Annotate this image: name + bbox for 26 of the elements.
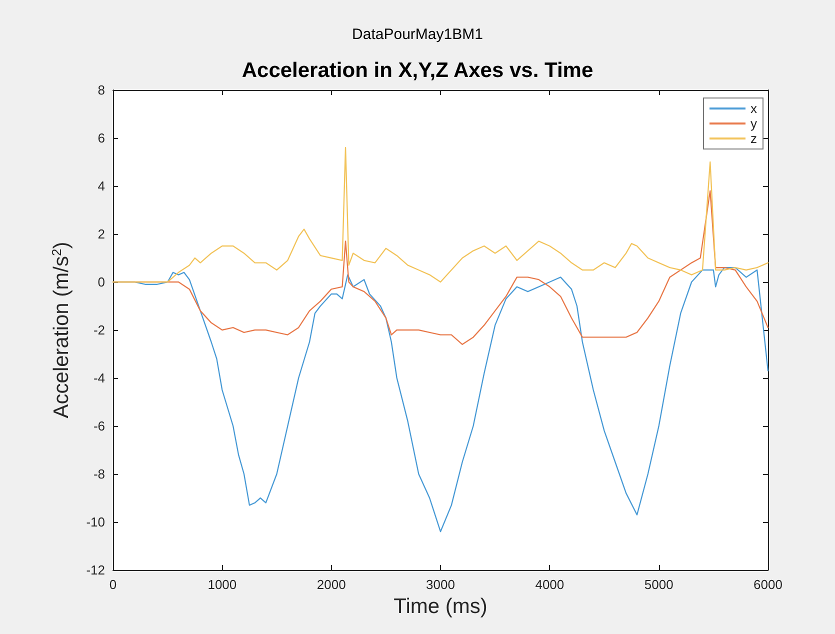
- y-tick-label: 2: [98, 226, 105, 242]
- y-tick-label: 8: [98, 82, 105, 98]
- y-tick-label: -10: [86, 514, 105, 530]
- x-axis-title: Time (ms): [394, 595, 488, 618]
- legend-label: z: [750, 131, 757, 146]
- x-tick-label: 3000: [426, 577, 455, 592]
- line-series: [112, 147, 769, 283]
- chart-title: Acceleration in X,Y,Z Axes vs. Time: [242, 59, 594, 82]
- x-tick-label: 6000: [754, 577, 782, 592]
- y-tick-label: -8: [93, 466, 105, 482]
- y-axis-title: Acceleration (m/s2): [49, 242, 73, 418]
- y-tick-label: -12: [86, 562, 105, 578]
- chart-subtitle: DataPourMay1BM1: [352, 26, 483, 43]
- y-tick-label: 4: [98, 178, 105, 194]
- y-tick-label: -6: [93, 418, 105, 434]
- x-tick-label: 5000: [644, 577, 674, 592]
- legend-label: y: [750, 116, 758, 131]
- y-tick-label: 6: [98, 130, 105, 146]
- y-tick-label: -2: [93, 322, 105, 338]
- legend-label: x: [750, 101, 758, 116]
- x-tick-label: 0: [109, 577, 117, 592]
- x-tick-label: 4000: [535, 577, 564, 592]
- x-tick-label: 1000: [208, 577, 237, 592]
- y-tick-label: 0: [98, 274, 105, 290]
- y-tick-label: -4: [93, 370, 105, 386]
- x-tick-label: 2000: [316, 577, 346, 592]
